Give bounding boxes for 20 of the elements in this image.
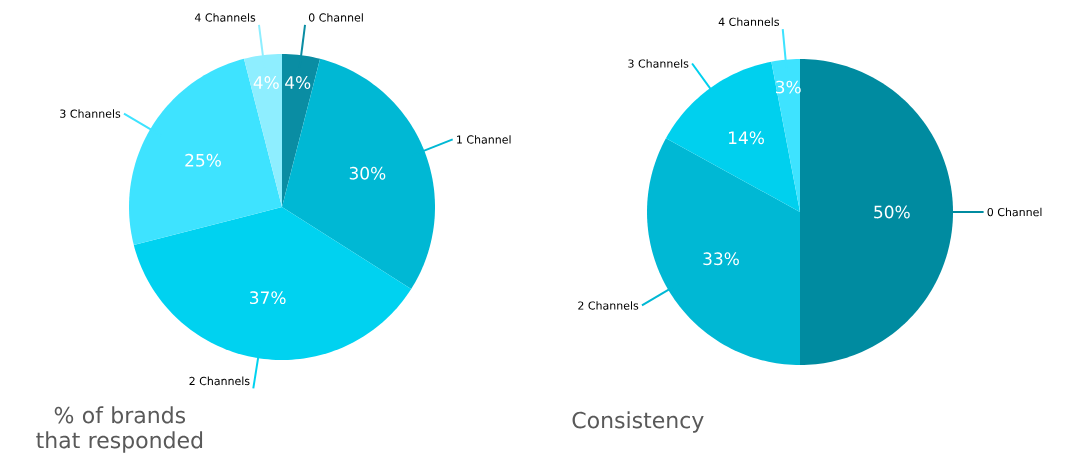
slice-label: 1 Channel bbox=[457, 135, 511, 144]
data-label: 33% bbox=[703, 252, 739, 266]
data-label: 50% bbox=[874, 205, 910, 219]
data-label: 4% bbox=[253, 76, 279, 89]
slice-label: 3 Channels bbox=[628, 59, 689, 68]
slice-label: 4 Channels bbox=[194, 13, 256, 22]
data-label: 14% bbox=[729, 131, 764, 145]
data-label: 3% bbox=[776, 80, 801, 94]
slice-label: 0 Channel bbox=[987, 207, 1042, 217]
slice-label: 3 Channels bbox=[60, 109, 121, 118]
data-label: 25% bbox=[185, 153, 221, 167]
slice-label: 4 Channels bbox=[718, 17, 779, 27]
text: % of brands that responded bbox=[36, 406, 203, 453]
slice-label: 0 Channel bbox=[308, 13, 363, 22]
slice-label: 2 Channels bbox=[189, 376, 250, 386]
data-label: 4% bbox=[285, 76, 311, 89]
data-label: 37% bbox=[250, 291, 286, 305]
text: Consistency bbox=[572, 411, 704, 433]
data-label: 30% bbox=[349, 166, 386, 180]
slice-label: 2 Channels bbox=[578, 301, 639, 310]
